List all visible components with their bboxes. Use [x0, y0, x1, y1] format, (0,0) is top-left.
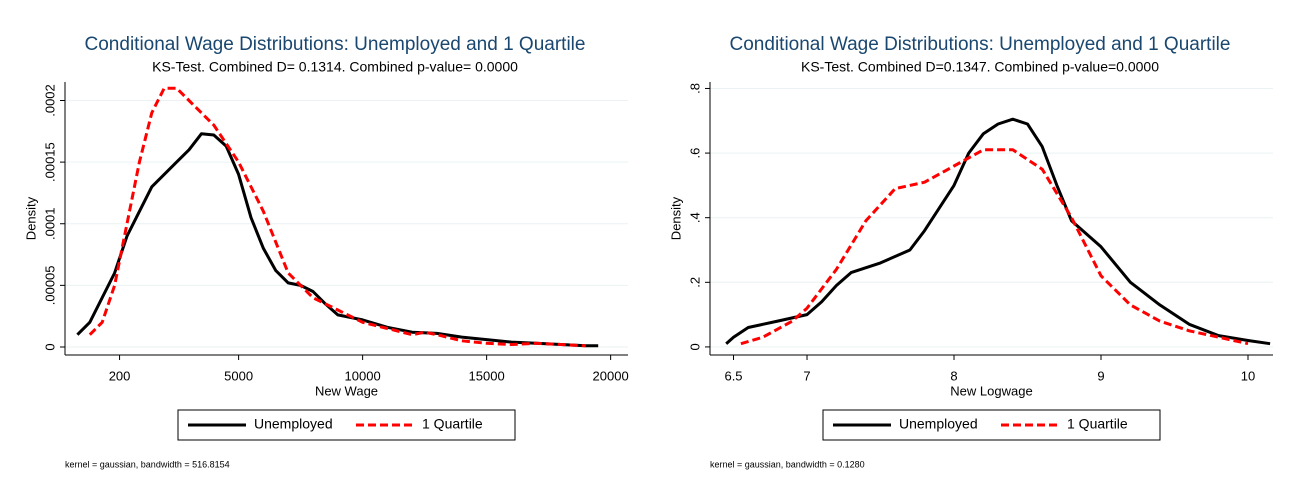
legend-label: 1 Quartile: [1067, 416, 1128, 432]
legend-label: Unemployed: [899, 416, 978, 432]
y-tick-label: .00015: [42, 142, 57, 182]
chart-note: kernel = gaussian, bandwidth = 0.1280: [710, 459, 865, 469]
chart-note: kernel = gaussian, bandwidth = 516.8154: [65, 459, 230, 469]
density-line: [76, 132, 599, 348]
x-tick-label: 10: [1241, 368, 1255, 383]
x-axis-label: New Logwage: [950, 383, 1032, 398]
density-line: [725, 117, 1271, 346]
x-tick-label: 15000: [469, 368, 505, 383]
y-tick-label: .00005: [42, 265, 57, 305]
y-axis-label: Density: [668, 196, 683, 240]
x-tick-label: 20000: [593, 368, 629, 383]
y-tick-label: .0001: [42, 207, 57, 240]
y-tick-label: .8: [687, 83, 702, 94]
y-tick-label: .0002: [42, 84, 57, 117]
x-tick-label: 8: [950, 368, 957, 383]
x-tick-label: 7: [803, 368, 810, 383]
x-tick-label: 10000: [345, 368, 381, 383]
x-tick-label: 9: [1097, 368, 1104, 383]
legend-label: Unemployed: [254, 416, 333, 432]
y-tick-label: .2: [687, 277, 702, 288]
x-axis-label: New Wage: [315, 383, 378, 398]
chart-subtitle: KS-Test. Combined D= 0.1314. Combined p-…: [152, 59, 518, 75]
chart-title: Conditional Wage Distributions: Unemploy…: [85, 34, 586, 55]
chart-title: Conditional Wage Distributions: Unemploy…: [730, 34, 1231, 55]
x-tick-label: 6.5: [724, 368, 742, 383]
legend-label: 1 Quartile: [422, 416, 483, 432]
density-line: [88, 86, 586, 348]
y-axis-label: Density: [23, 196, 38, 240]
y-tick-label: 0: [42, 343, 57, 350]
chart-subtitle: KS-Test. Combined D=0.1347. Combined p-v…: [801, 59, 1159, 75]
x-tick-label: 200: [109, 368, 131, 383]
y-tick-label: .4: [687, 212, 702, 223]
y-tick-label: 0: [687, 343, 702, 350]
x-tick-label: 5000: [224, 368, 253, 383]
y-tick-label: .6: [687, 148, 702, 159]
density-line: [740, 148, 1249, 346]
